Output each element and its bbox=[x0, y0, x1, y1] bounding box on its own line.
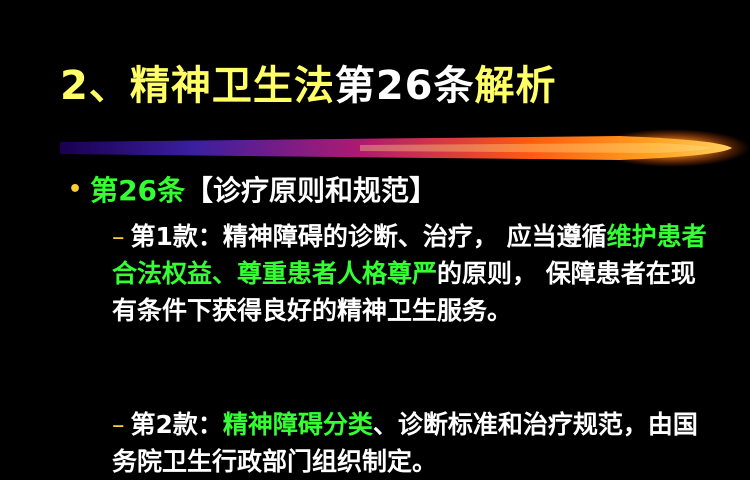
title-part-1: 2、精神卫生法 bbox=[60, 63, 335, 109]
clause-1-text-start: 第1款：精神障碍的诊断、治疗， 应当遵循 bbox=[130, 222, 607, 251]
title-underline-bar bbox=[60, 129, 750, 167]
clause-2: – 第2款：精神障碍分类、诊断标准和治疗规范，由国务院卫生行政部门组织制定。 bbox=[112, 406, 712, 480]
clause-1: – 第1款：精神障碍的诊断、治疗， 应当遵循维护患者合法权益、尊重患者人格尊严的原… bbox=[112, 218, 712, 329]
slide-title: 2、精神卫生法第26条解析 bbox=[60, 66, 557, 106]
bullet-article-26: • 第26条【诊疗原则和规范】 bbox=[68, 177, 437, 205]
clause-1-highlight: 维护患者合法权益、尊重患者人格尊严 bbox=[112, 222, 707, 288]
article-heading: 【诊疗原则和规范】 bbox=[185, 174, 438, 207]
title-part-2: 第26条 bbox=[334, 63, 475, 109]
article-number: 第26条 bbox=[90, 174, 186, 207]
title-part-3: 解析 bbox=[474, 63, 557, 109]
clause-2-highlight: 精神障碍分类 bbox=[222, 410, 373, 439]
clause-2-text-start: 第2款： bbox=[130, 410, 223, 439]
clause-1-text-end: 的原则， 保障患者在现有条件下获得良好的精神卫生服务。 bbox=[112, 259, 696, 325]
clause-dash-icon: – bbox=[112, 222, 125, 251]
clause-2-text-end: 、诊断标准和治疗规范，由国务院卫生行政部门组织制定。 bbox=[112, 410, 698, 476]
clause-dash-icon: – bbox=[112, 410, 125, 439]
bullet-dot-icon: • bbox=[68, 177, 83, 202]
